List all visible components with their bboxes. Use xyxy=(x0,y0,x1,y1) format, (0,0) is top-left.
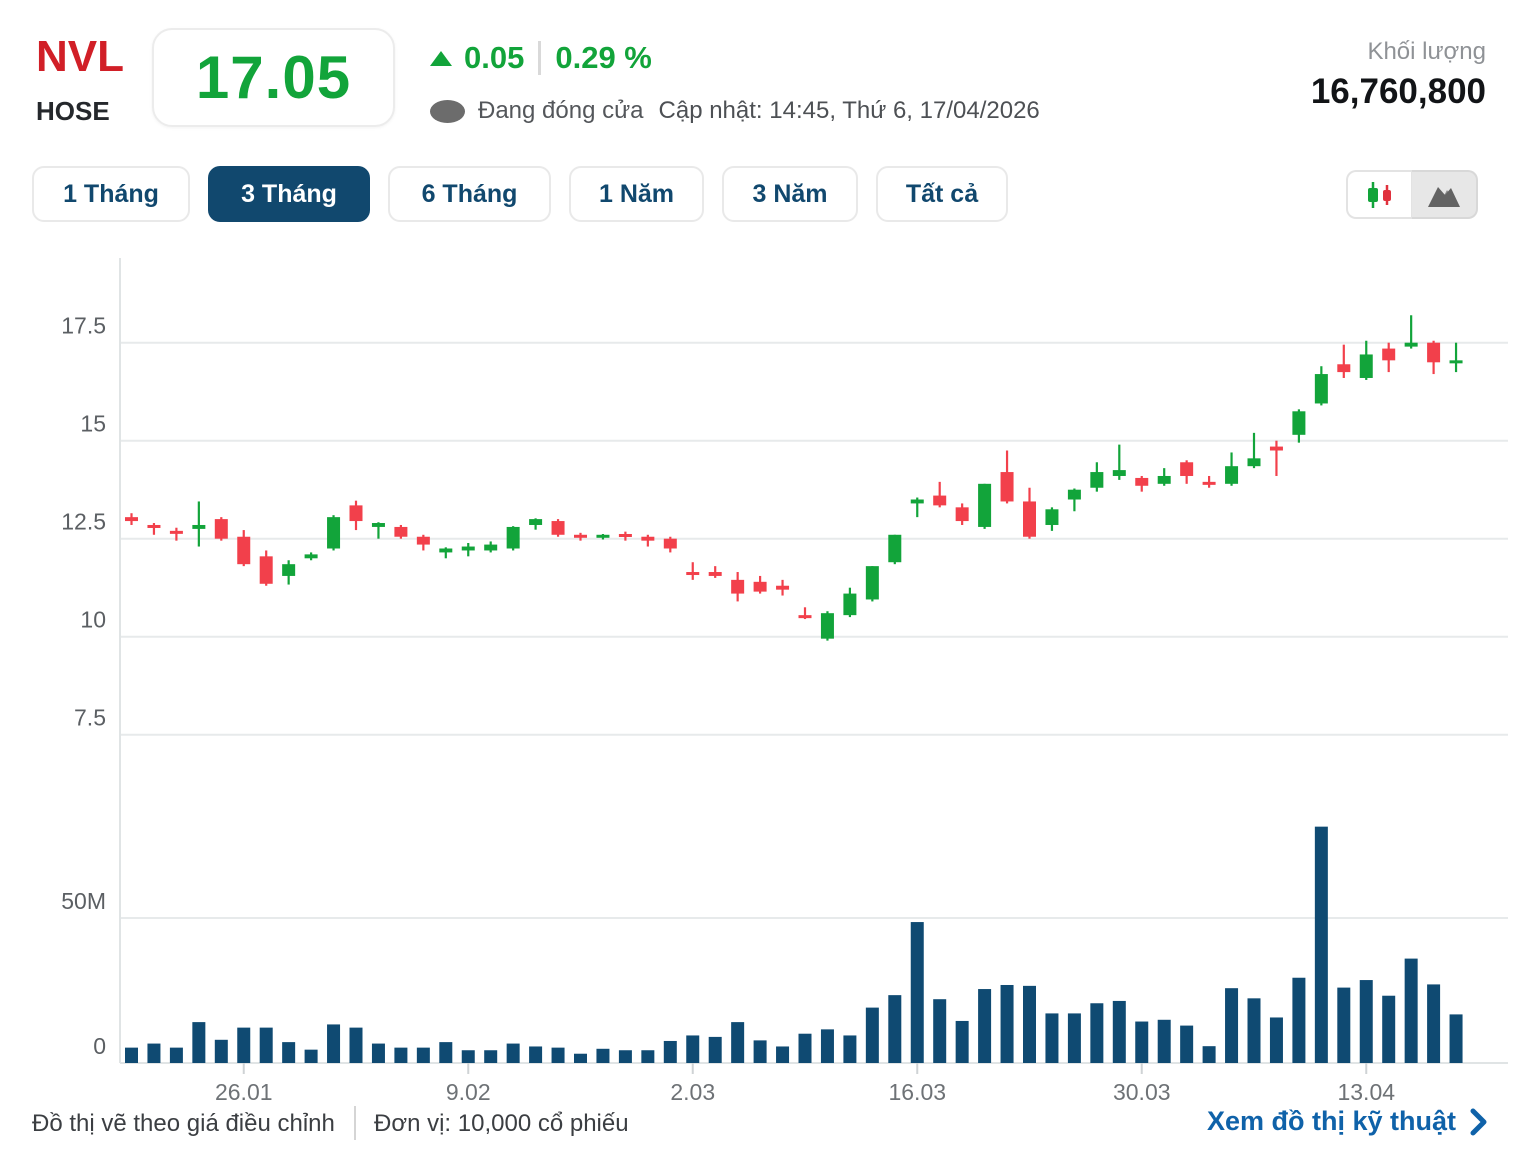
technical-chart-link-label: Xem đồ thị kỹ thuật xyxy=(1206,1106,1456,1136)
ticker-symbol: NVL xyxy=(36,32,124,81)
area-chart-icon xyxy=(1428,186,1460,207)
svg-text:15: 15 xyxy=(80,411,106,437)
market-status-row: Đang đóng cửa Cập nhật: 14:45, Thứ 6, 17… xyxy=(430,97,1040,125)
adjusted-price-note: Đồ thị vẽ theo giá điều chỉnh xyxy=(32,1110,335,1137)
technical-chart-link[interactable]: Xem đồ thị kỹ thuật xyxy=(1207,1106,1488,1137)
area-chart-toggle-button[interactable] xyxy=(1412,170,1478,219)
svg-text:7.5: 7.5 xyxy=(74,705,106,731)
svg-text:50M: 50M xyxy=(61,888,106,914)
candlestick-toggle-button[interactable] xyxy=(1346,170,1412,219)
tab-1-thang[interactable]: 1 Tháng xyxy=(32,166,190,222)
change-value: 0.05 xyxy=(464,40,525,75)
market-status-label: Đang đóng cửa xyxy=(478,97,644,124)
candlestick-chart-icon xyxy=(1367,181,1391,208)
svg-text:13.04: 13.04 xyxy=(1337,1079,1395,1105)
svg-text:16.03: 16.03 xyxy=(888,1079,946,1105)
last-update-label: Cập nhật: 14:45, Thứ 6, 17/04/2026 xyxy=(658,97,1040,124)
svg-text:30.03: 30.03 xyxy=(1113,1079,1171,1105)
svg-text:2.03: 2.03 xyxy=(670,1079,715,1105)
chevron-right-icon xyxy=(1470,1108,1487,1135)
change-percent: 0.29 % xyxy=(555,40,652,75)
exchange-label: HOSE xyxy=(36,96,110,126)
unit-note: Đơn vị: 10,000 cổ phiếu xyxy=(374,1110,629,1137)
tab-6-thang[interactable]: 6 Tháng xyxy=(388,166,551,222)
change-divider xyxy=(538,41,542,75)
current-price-box: 17.05 xyxy=(152,28,395,127)
tab-1-nam[interactable]: 1 Năm xyxy=(569,166,704,222)
tab-3-nam[interactable]: 3 Năm xyxy=(722,166,858,222)
period-tabs: 1 Tháng 3 Tháng 6 Tháng 1 Năm 3 Năm Tất … xyxy=(32,166,1008,222)
tab-3-thang[interactable]: 3 Tháng xyxy=(208,166,370,222)
volume-value: 16,760,800 xyxy=(1310,72,1486,111)
current-price: 17.05 xyxy=(195,44,352,111)
price-change-row: 0.05 0.29 % xyxy=(430,40,652,76)
footer-divider xyxy=(354,1106,356,1140)
svg-text:0: 0 xyxy=(93,1033,106,1059)
svg-text:17.5: 17.5 xyxy=(61,313,106,339)
svg-text:26.01: 26.01 xyxy=(215,1079,273,1105)
tab-tat-ca[interactable]: Tất cả xyxy=(876,166,1008,222)
svg-text:12.5: 12.5 xyxy=(61,509,106,535)
svg-text:10: 10 xyxy=(80,607,106,633)
triangle-up-icon xyxy=(430,50,452,66)
chart-type-toggle xyxy=(1346,170,1478,219)
volume-label: Khối lượng xyxy=(1367,38,1486,65)
dot-icon xyxy=(430,99,465,123)
svg-text:9.02: 9.02 xyxy=(446,1079,491,1105)
